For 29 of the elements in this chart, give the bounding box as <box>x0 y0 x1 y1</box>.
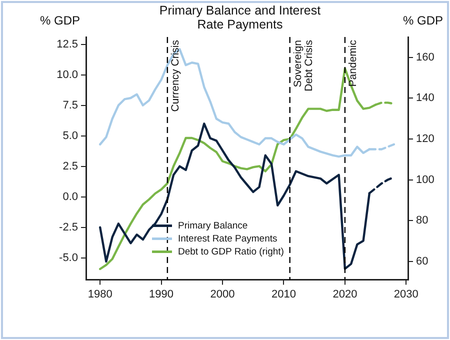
legend-label: Primary Balance <box>178 220 248 232</box>
y-tick-label: 10.0 <box>56 68 78 81</box>
x-tick-label: 1990 <box>149 288 174 300</box>
y-tick-label: 5.0 <box>62 130 78 142</box>
y-tick-label: 7.5 <box>62 99 78 112</box>
ref-line-label: Pandemic <box>347 40 360 87</box>
legend-label: Interest Rate Payments <box>178 233 278 244</box>
y2-tick-label: 140 <box>416 92 434 104</box>
y-tick-label: 0.0 <box>62 190 78 203</box>
ref-line-label: Currency Crisis <box>170 40 182 112</box>
y-tick-label: 2.5 <box>62 160 78 172</box>
y2-tick-label: 120 <box>416 133 434 146</box>
x-tick-label: 2010 <box>271 288 296 300</box>
y2-tick-label: 160 <box>416 51 434 64</box>
y-axis-title: % GDP <box>40 13 80 28</box>
y2-tick-label: 60 <box>416 255 428 268</box>
legend-label: Debt to GDP Ratio (right) <box>178 246 284 258</box>
y2-tick-label: 80 <box>416 214 428 227</box>
chart-title: Primary Balance and Interest Rate Payments <box>159 4 322 32</box>
y-tick-label: -5.0 <box>59 252 78 264</box>
x-tick-label: 2020 <box>332 288 358 300</box>
y-tick-label: -2.5 <box>59 221 78 234</box>
x-tick-label: 2000 <box>210 288 235 300</box>
x-tick-label: 2030 <box>394 288 418 300</box>
y2-axis-title: % GDP <box>402 13 444 28</box>
x-tick-label: 1980 <box>88 288 112 300</box>
y-tick-label: 12.5 <box>56 38 78 50</box>
y2-tick-label: 100 <box>416 174 434 186</box>
ref-line-label: Sovereign Debt Crisis <box>292 40 315 92</box>
